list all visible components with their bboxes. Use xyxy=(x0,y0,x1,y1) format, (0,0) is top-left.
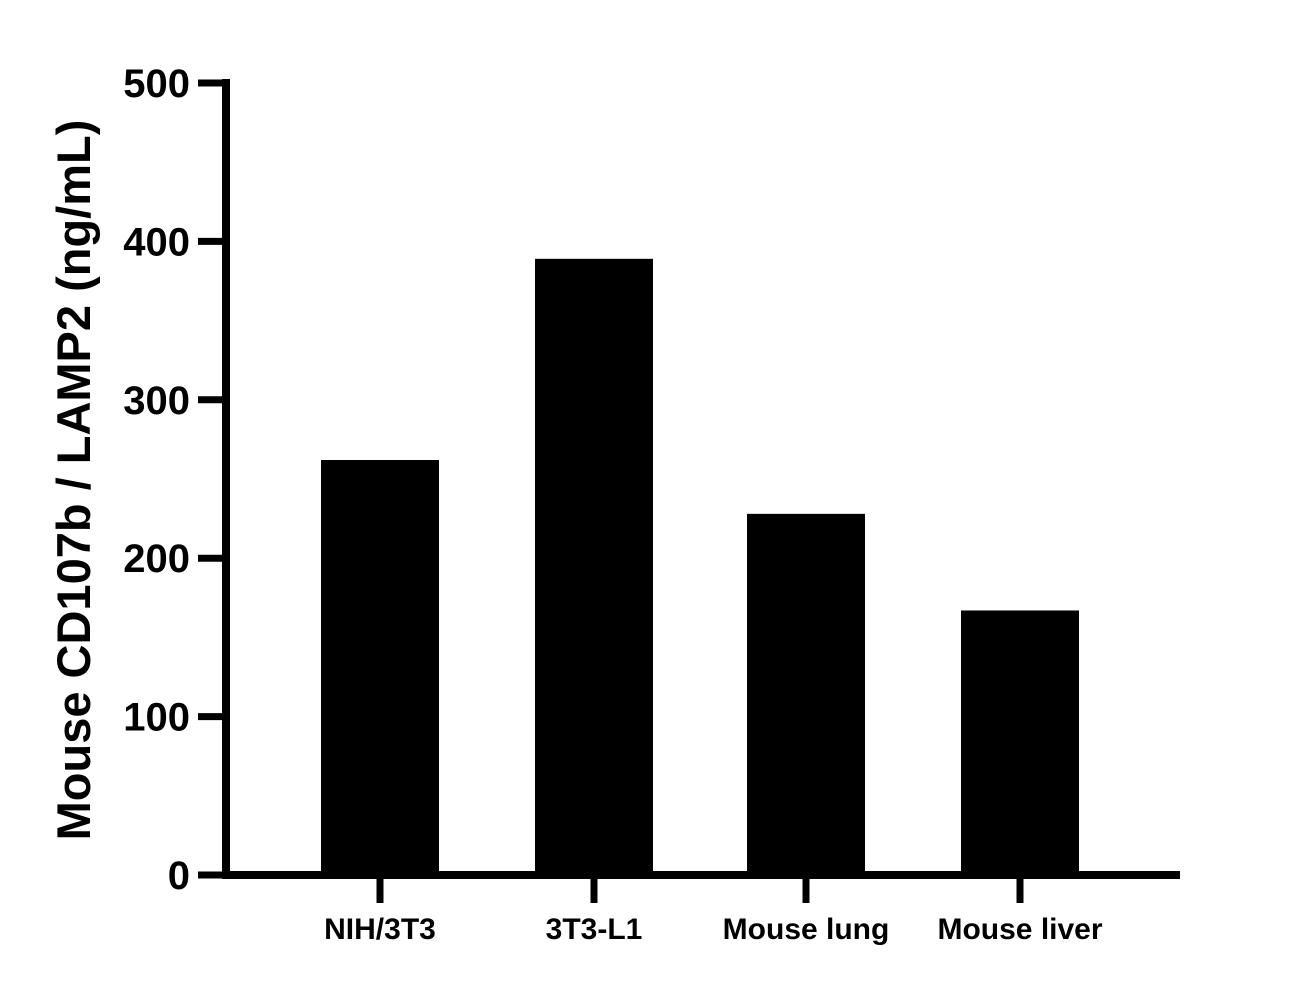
x-axis-ticks: NIH/3T3 3T3-L1 Mouse lung Mouse liver xyxy=(324,875,1103,946)
x-tick-label: Mouse liver xyxy=(937,913,1102,946)
y-tick-label: 100 xyxy=(123,696,190,740)
y-axis-ticks: 0 100 200 300 400 500 xyxy=(123,62,226,898)
bar-mouse-lung xyxy=(747,513,865,875)
y-tick-label: 400 xyxy=(123,220,190,264)
bar-mouse-liver xyxy=(961,610,1079,875)
bar-3t3-l1 xyxy=(535,258,653,876)
x-tick-label: NIH/3T3 xyxy=(324,913,436,946)
y-axis-title: Mouse CD107b / LAMP2 (ng/mL) xyxy=(47,120,100,841)
x-tick-label: Mouse lung xyxy=(723,913,890,946)
y-tick-label: 0 xyxy=(168,854,190,898)
bars xyxy=(321,258,1079,876)
bar-nih-3t3 xyxy=(321,459,439,875)
y-tick-label: 300 xyxy=(123,379,190,423)
y-tick-label: 500 xyxy=(123,62,190,106)
x-tick-label: 3T3-L1 xyxy=(546,913,643,946)
y-tick-label: 200 xyxy=(123,537,190,581)
